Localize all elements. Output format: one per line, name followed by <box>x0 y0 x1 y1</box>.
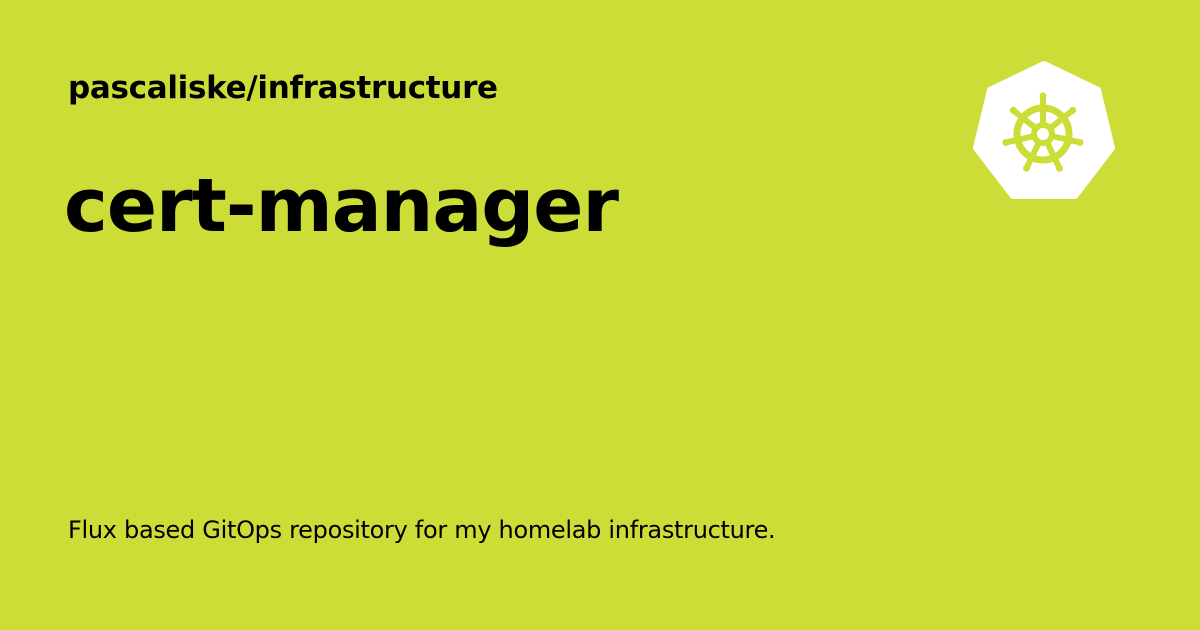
wheel-spoke <box>1023 139 1043 172</box>
kubernetes-logo <box>972 60 1116 200</box>
wheel-knob <box>1055 164 1063 172</box>
page-title: cert-manager <box>64 163 619 249</box>
wheel-knob <box>1023 164 1031 172</box>
repository-description: Flux based GitOps repository for my home… <box>68 516 776 544</box>
wheel-knob <box>1069 106 1077 114</box>
repository-name: pascaliske/infrastructure <box>68 70 498 106</box>
wheel-knob <box>1076 138 1084 146</box>
kubernetes-helm-icon <box>973 61 1115 199</box>
wheel-spoke <box>1048 133 1084 146</box>
wheel-spoke <box>1043 139 1063 172</box>
wheel-spoke <box>1047 107 1076 132</box>
wheel-knob <box>1002 138 1010 146</box>
wheel-knob <box>1009 106 1017 114</box>
wheel-spoke <box>1010 107 1039 132</box>
wheel-knob <box>1039 92 1047 100</box>
wheel-spoke <box>1002 133 1038 146</box>
